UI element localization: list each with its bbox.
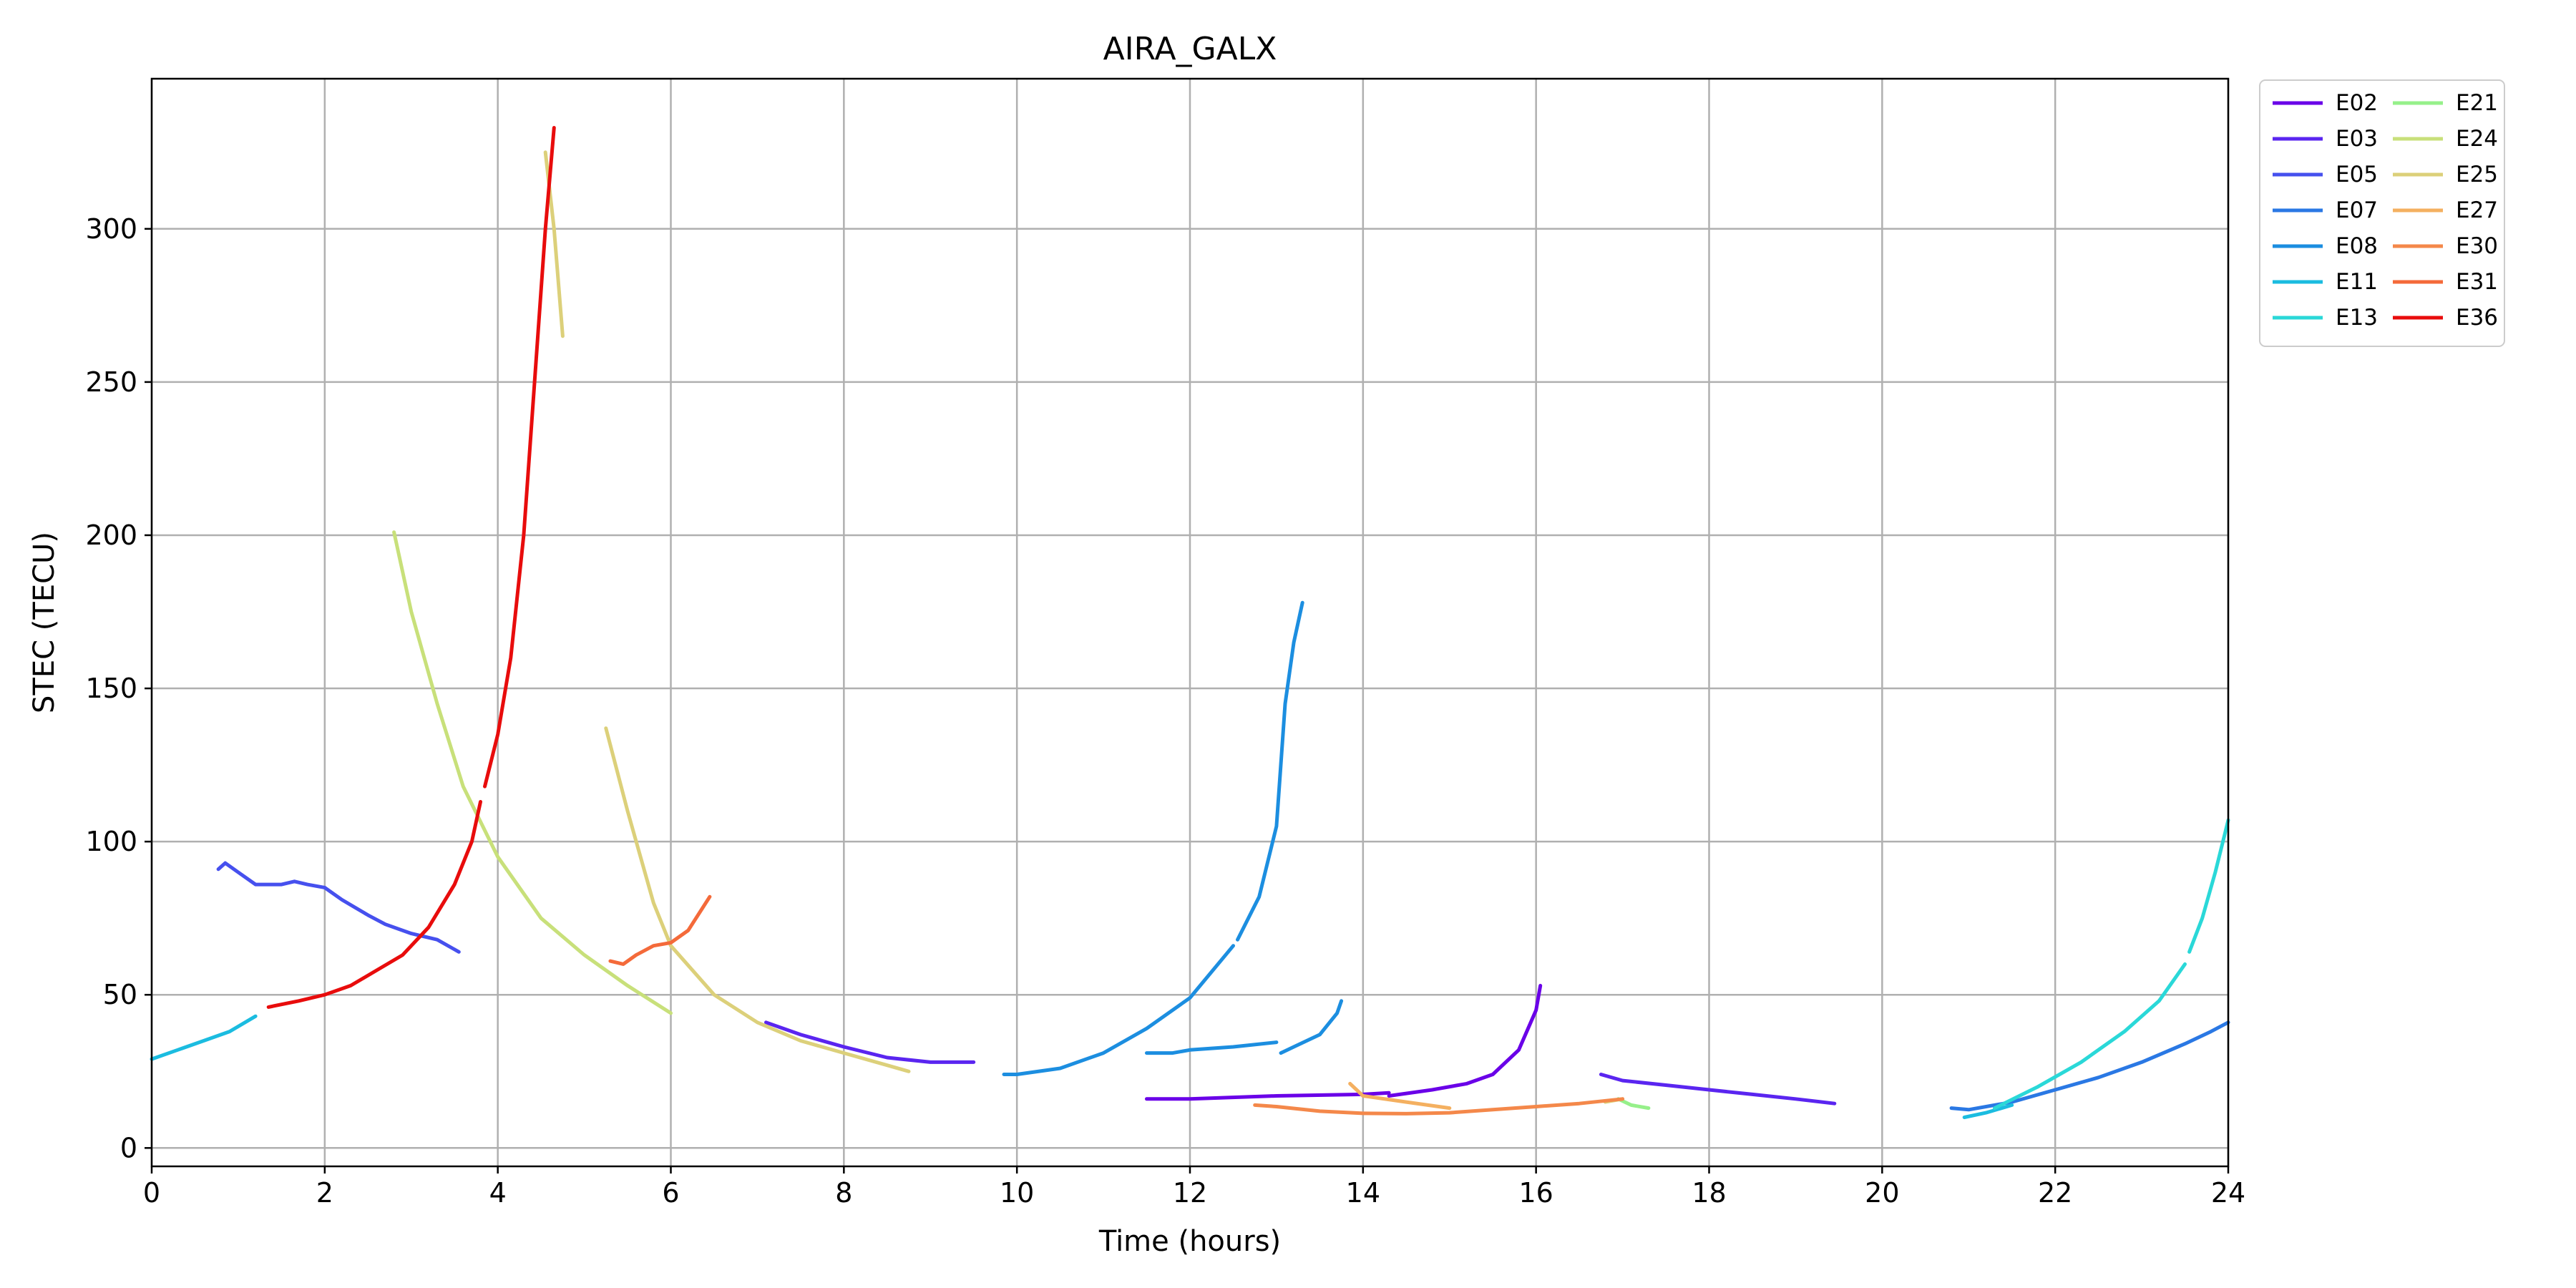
- legend-label: E36: [2456, 305, 2498, 331]
- series-line: [1253, 1097, 1625, 1116]
- series-line: [1236, 600, 1304, 942]
- series-line: [2187, 818, 2230, 954]
- y-tick-label: 300: [85, 213, 137, 245]
- legend-label: E02: [2336, 90, 2378, 116]
- y-axis-label: STEC (TECU): [28, 532, 61, 713]
- x-tick-label: 0: [143, 1177, 160, 1209]
- legend-label: E30: [2456, 233, 2498, 259]
- x-axis-label: Time (hours): [1098, 1225, 1281, 1258]
- series-E36: [266, 126, 556, 1009]
- x-tick-label: 6: [662, 1177, 679, 1209]
- legend-label: E08: [2336, 233, 2378, 259]
- y-tick-label: 250: [85, 366, 137, 398]
- series-E21: [1616, 1097, 1651, 1111]
- series-line: [1348, 1081, 1452, 1111]
- series-line: [1002, 944, 1235, 1076]
- y-tick-label: 50: [103, 979, 137, 1010]
- legend-label: E13: [2336, 305, 2378, 331]
- legend-label: E03: [2336, 126, 2378, 152]
- y-tick-label: 150: [85, 673, 137, 704]
- series-line: [604, 726, 911, 1073]
- series-line: [1949, 1020, 2230, 1112]
- x-tick-label: 4: [489, 1177, 507, 1209]
- grid: [150, 79, 2230, 1166]
- x-tick-label: 16: [1518, 1177, 1553, 1209]
- series-line: [266, 800, 482, 1009]
- x-tick-label: 14: [1346, 1177, 1380, 1209]
- series-E08: [1002, 600, 1344, 1076]
- y-tick-label: 0: [120, 1132, 137, 1163]
- legend-label: E24: [2456, 126, 2498, 152]
- legend-box: [2259, 79, 2505, 347]
- series-E03: [764, 1020, 1837, 1106]
- series-E31: [608, 894, 712, 966]
- legend-label: E27: [2456, 197, 2498, 223]
- series-line: [1145, 1091, 1391, 1101]
- series-E27: [1348, 1081, 1452, 1111]
- chart-title: AIRA_GALX: [1103, 31, 1277, 67]
- series-line: [764, 1020, 976, 1064]
- series-line: [216, 861, 461, 954]
- series-line: [1387, 983, 1543, 1098]
- series-line: [1599, 1073, 1837, 1106]
- series-E11: [150, 1014, 2014, 1119]
- x-tick-label: 8: [835, 1177, 852, 1209]
- legend-label: E07: [2336, 197, 2378, 223]
- legend: E02 E03 E05 E07 E08 E11 E13 E21 E24 E25 E27 E30 E31 E…: [2259, 79, 2505, 347]
- legend-label: E25: [2456, 162, 2498, 187]
- series-E24: [392, 530, 673, 1015]
- series-line: [1993, 962, 2187, 1111]
- series-line: [1616, 1097, 1651, 1111]
- legend-label: E05: [2336, 162, 2378, 187]
- x-tick-label: 24: [2211, 1177, 2245, 1209]
- x-tick-label: 22: [2038, 1177, 2072, 1209]
- series-line: [608, 894, 712, 966]
- legend-label: E31: [2456, 269, 2498, 295]
- x-tick-label: 2: [316, 1177, 333, 1209]
- series-E07: [1949, 1020, 2230, 1112]
- x-tick-label: 18: [1692, 1177, 1726, 1209]
- series-E02: [1145, 983, 1543, 1101]
- series-line: [483, 126, 556, 789]
- series-line: [392, 530, 673, 1015]
- y-tick-label: 200: [85, 519, 137, 551]
- series-line: [1279, 999, 1344, 1055]
- series-E13: [1993, 818, 2230, 1111]
- x-tick-label: 12: [1173, 1177, 1207, 1209]
- y-tick-label: 100: [85, 826, 137, 857]
- x-tick-label: 20: [1865, 1177, 1899, 1209]
- series-E05: [216, 861, 461, 954]
- series-E30: [1253, 1097, 1625, 1116]
- series-line: [1145, 1040, 1279, 1055]
- legend-label: E11: [2336, 269, 2378, 295]
- x-tick-label: 10: [1000, 1177, 1034, 1209]
- legend-label: E21: [2456, 90, 2498, 116]
- series-line: [150, 1014, 258, 1061]
- plot-series: [150, 126, 2230, 1119]
- series-line: [1962, 1103, 2014, 1119]
